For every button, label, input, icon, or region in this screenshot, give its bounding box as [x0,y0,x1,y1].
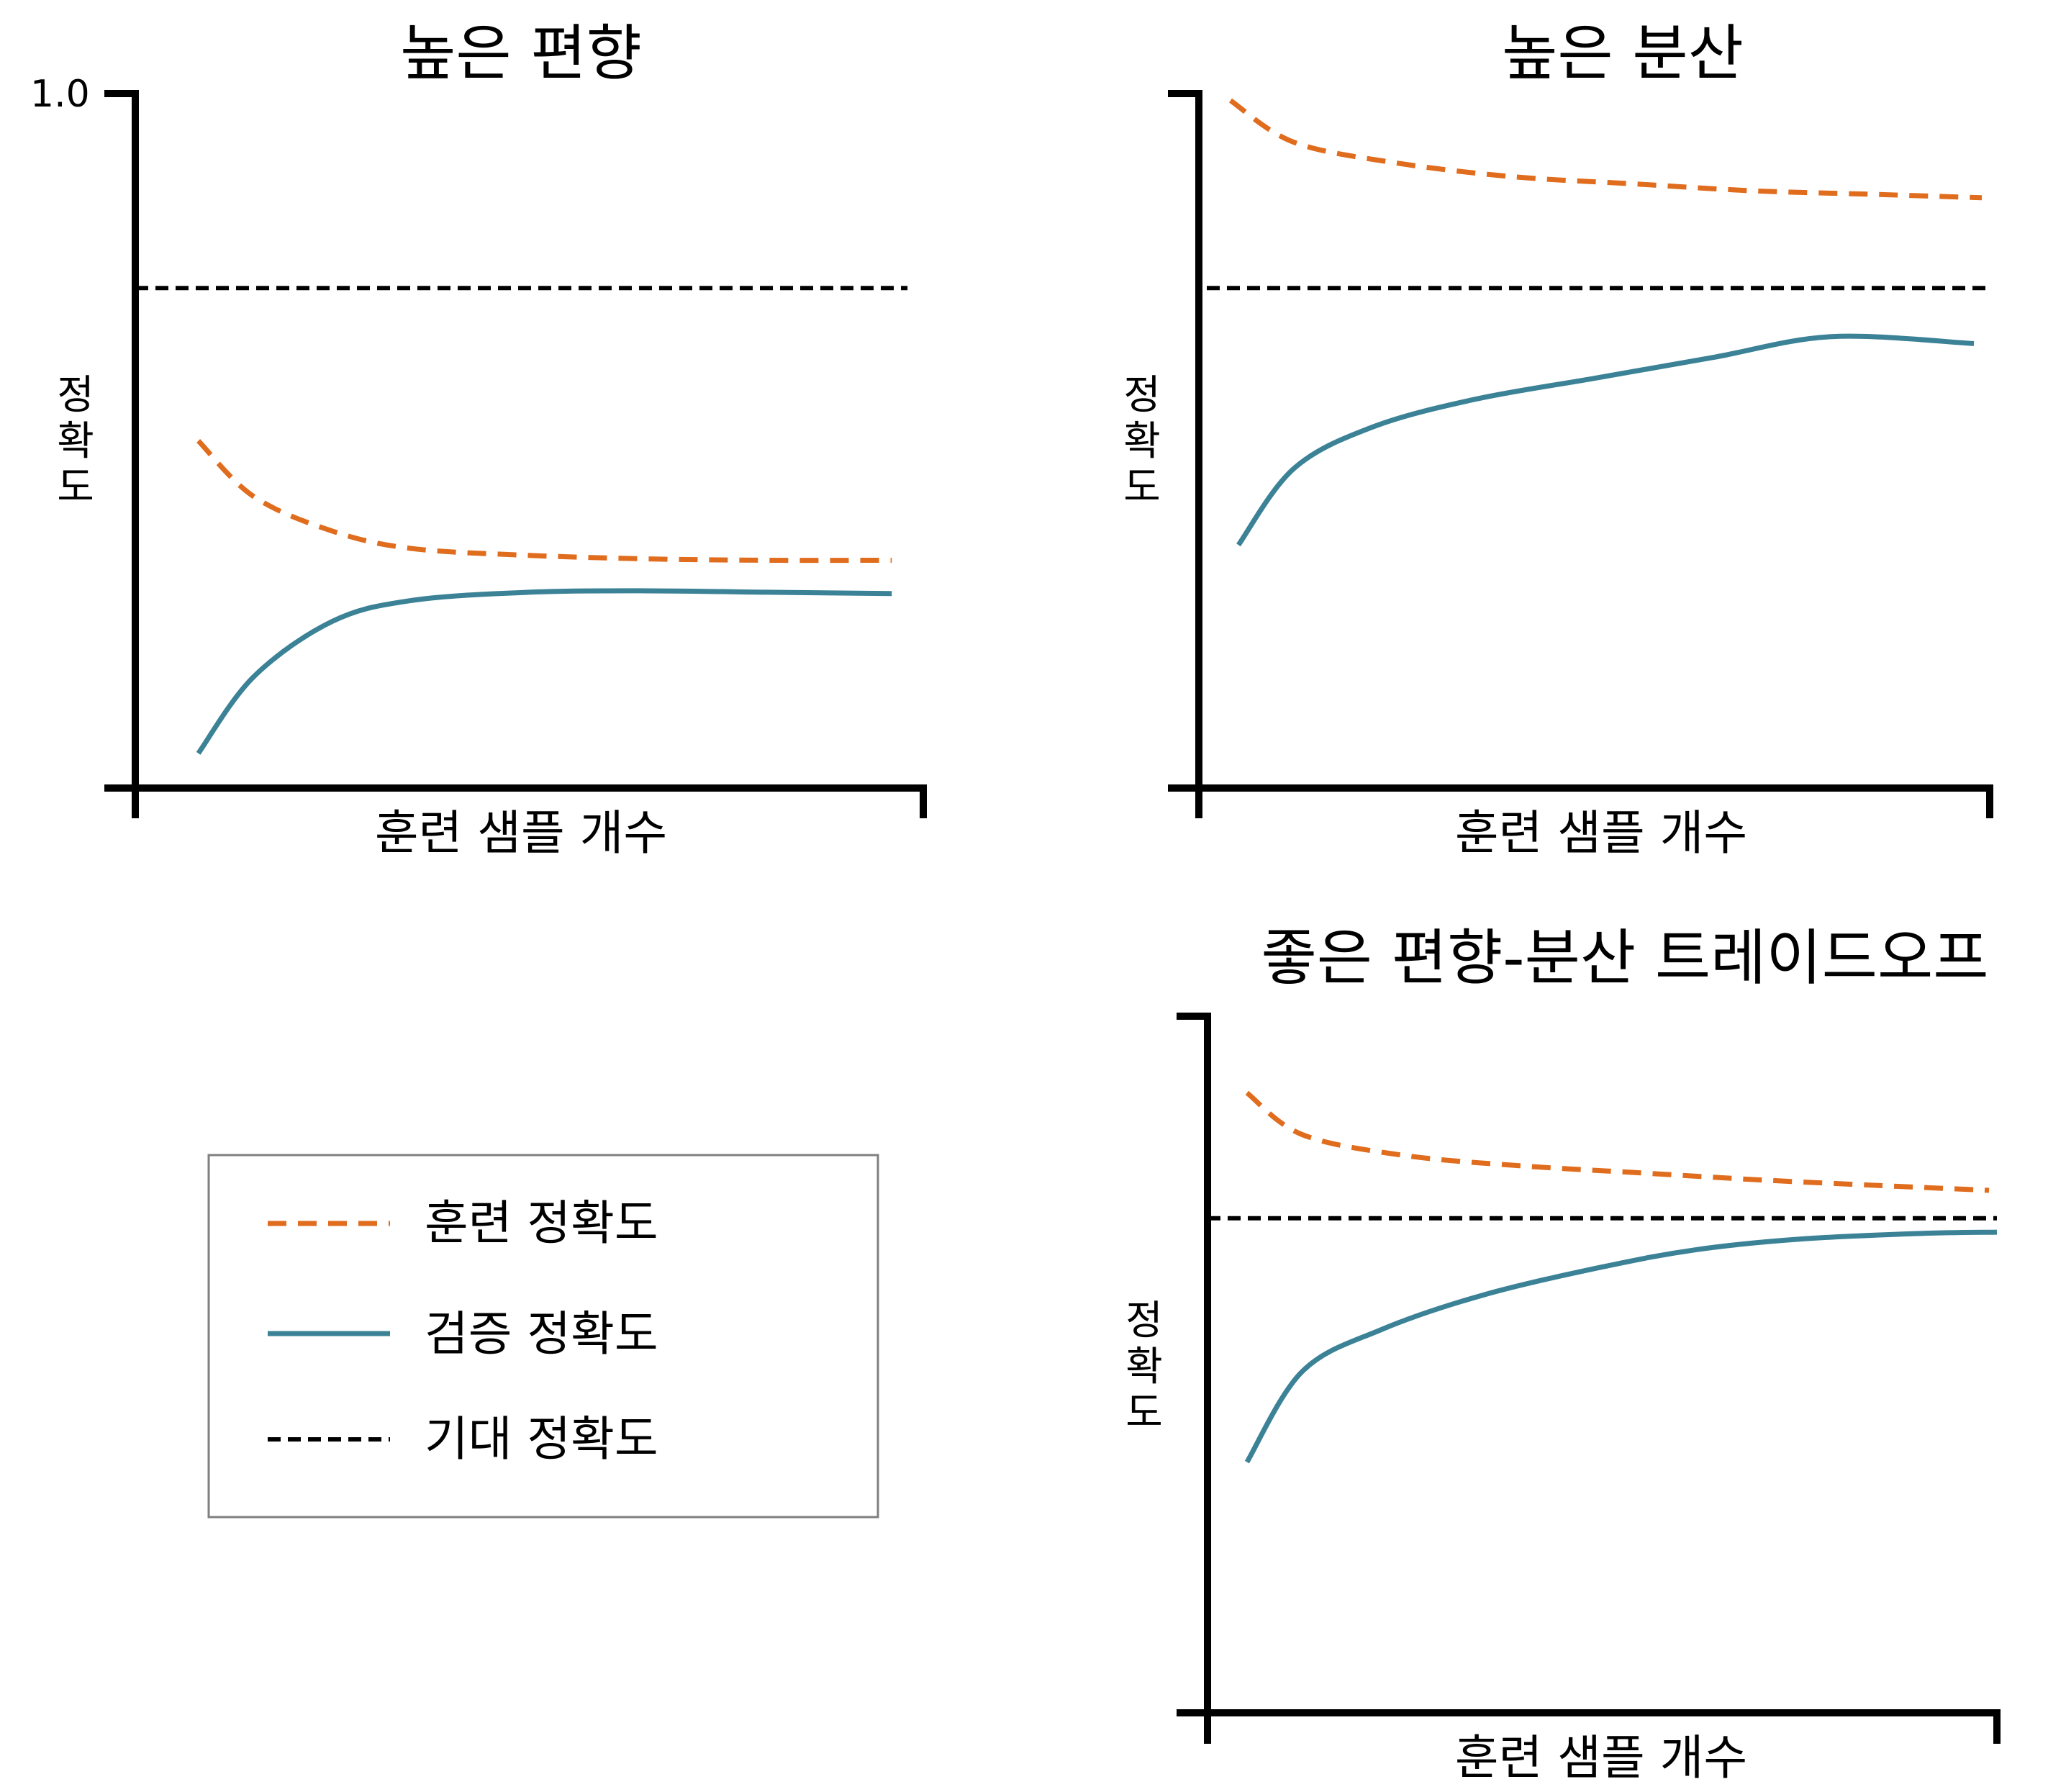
x-axis [1177,1709,2001,1744]
series-line-validation [1244,1229,1998,1464]
y-axis [104,90,139,818]
chart-title: 높은 분산 [1502,18,1744,89]
y-axis [1177,1013,1211,1744]
y-axis [1168,90,1202,818]
x-axis [104,784,927,818]
series-layer [135,286,908,755]
series-line-train [1245,1090,1990,1193]
x-axis-label: 훈련 샘플 개수 [1455,1730,1747,1786]
legend-label-validation: 검증 정확도 [425,1306,658,1362]
legend: 훈련 정확도 검증 정확도 기대 정확도 [207,1154,879,1519]
series-layer [1208,1090,1998,1464]
chart-title: 높은 편향 [400,18,642,89]
x-axis-label: 훈련 샘플 개수 [375,805,667,861]
series-line-validation [1236,333,1975,547]
chart-title: 좋은 편향-분산 트레이드오프 [1261,923,1988,993]
legend-label-expected: 기대 정확도 [425,1411,658,1467]
x-axis [1168,784,1993,818]
series-layer [1206,98,1990,547]
series-line-train [1228,98,1983,201]
series-line-train [196,439,892,564]
y-tick-label: 1.0 [30,73,90,116]
legend-label-train: 훈련 정확도 [425,1195,658,1251]
x-axis-label: 훈련 샘플 개수 [1455,805,1747,861]
series-line-validation [196,588,892,755]
